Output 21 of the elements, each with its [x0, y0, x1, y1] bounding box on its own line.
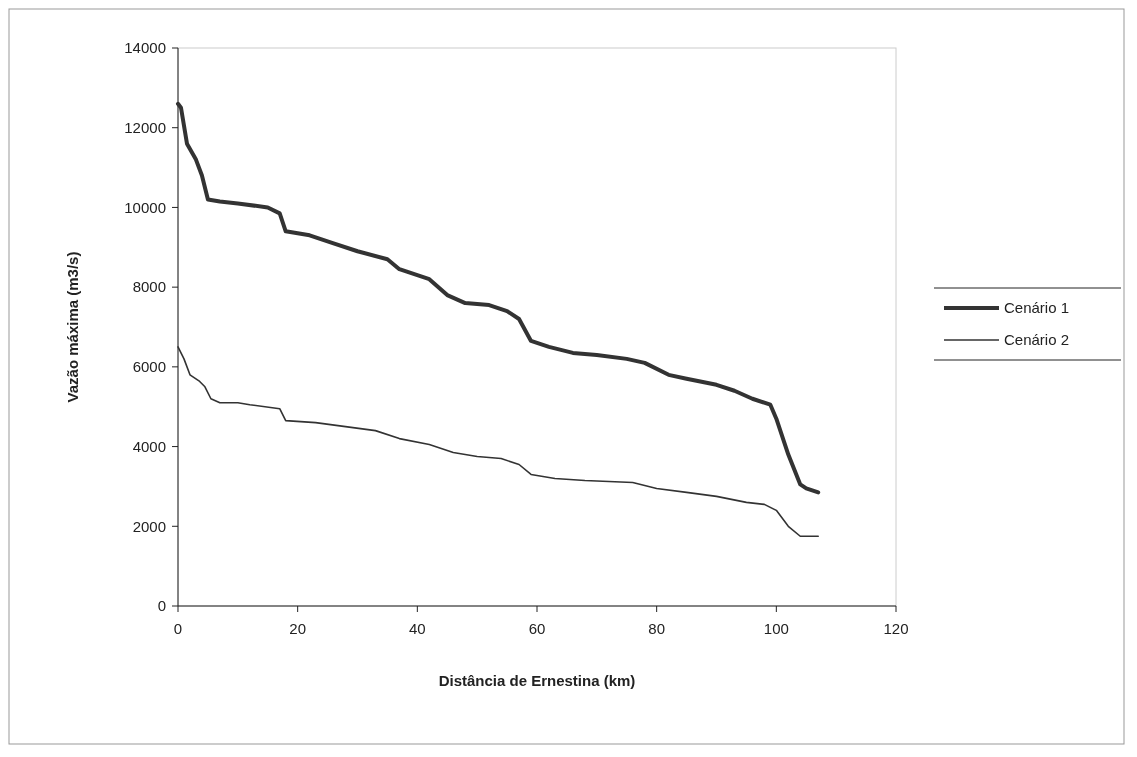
x-tick-label: 120	[883, 620, 909, 637]
y-tick-label: 6000	[132, 358, 166, 376]
y-axis-title: Vazão máxima (m3/s)	[64, 251, 81, 403]
y-tick-label: 4000	[132, 437, 166, 455]
x-tick-label: 40	[408, 620, 426, 637]
x-tick-label: 0	[173, 620, 183, 637]
line-series	[177, 346, 820, 538]
y-tick-label: 0	[157, 597, 166, 615]
y-tick-label: 2000	[132, 517, 166, 535]
x-tick-label: 20	[289, 620, 307, 637]
y-tick-label: 8000	[132, 278, 166, 296]
legend-label: Cenário 1	[1004, 299, 1070, 317]
x-tick-label: 60	[528, 620, 546, 637]
legend-label: Cenário 2	[1004, 331, 1070, 349]
x-axis-title: Distância de Ernestina (km)	[438, 672, 636, 689]
x-tick-label: 100	[763, 620, 789, 637]
x-tick-label: 80	[648, 620, 666, 637]
y-tick-label: 12000	[124, 118, 166, 136]
y-tick-label: 14000	[124, 39, 166, 57]
y-tick-label: 10000	[124, 198, 166, 216]
line-series	[176, 101, 821, 495]
